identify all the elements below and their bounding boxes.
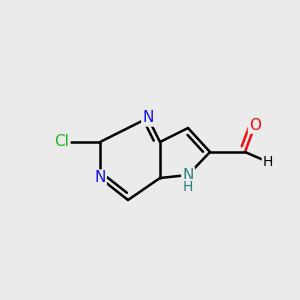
Text: O: O <box>249 118 261 133</box>
Text: N: N <box>94 170 106 185</box>
Text: N: N <box>182 167 194 182</box>
Text: H: H <box>183 180 193 194</box>
Text: Cl: Cl <box>55 134 69 149</box>
Text: N: N <box>142 110 154 125</box>
Text: H: H <box>263 155 273 169</box>
